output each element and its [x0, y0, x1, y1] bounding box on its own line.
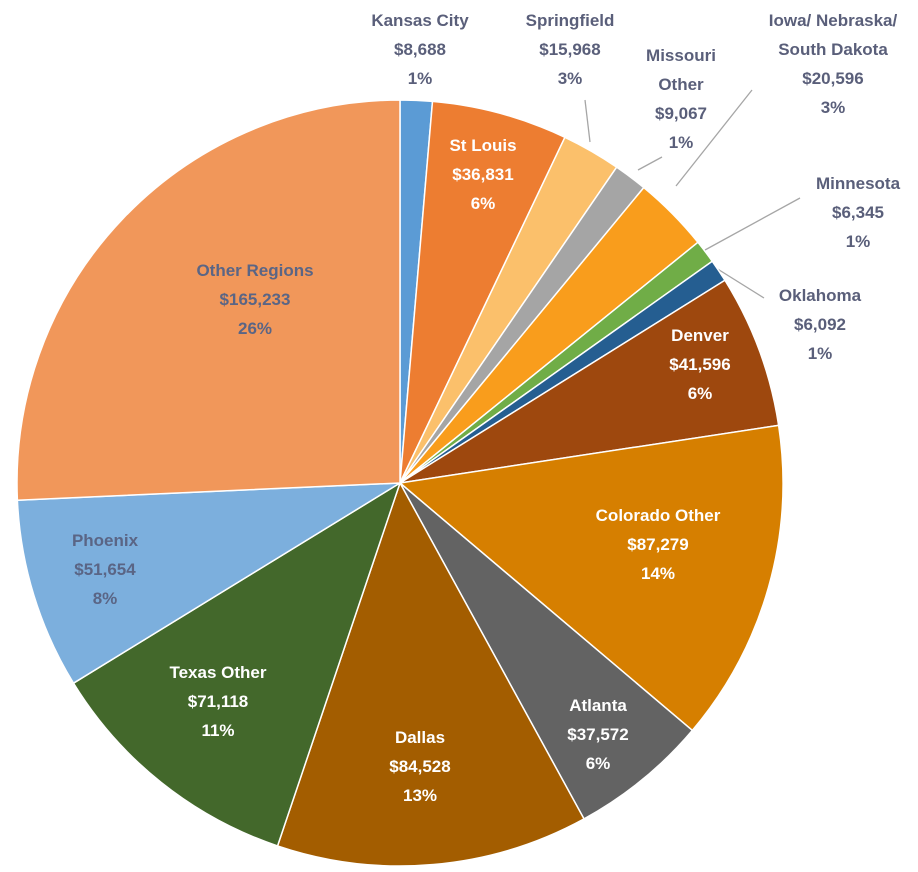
percent-label: 3% [557, 69, 583, 88]
value-label: $84,528 [389, 757, 451, 776]
value-label: $6,345 [832, 203, 884, 222]
category-label: Springfield [525, 11, 615, 30]
value-label: $20,596 [802, 69, 864, 88]
category-label: Colorado Other [595, 506, 721, 525]
category-label: Texas Other [169, 663, 267, 682]
percent-label: 6% [687, 384, 713, 403]
value-label: $6,092 [794, 315, 846, 334]
category-label: St Louis [449, 136, 517, 155]
slice-label: Denver $41,596 6% [640, 321, 760, 408]
pie-slice [276, 481, 586, 867]
percent-label: 3% [820, 98, 846, 117]
leader-line [584, 99, 591, 143]
value-label: $37,572 [567, 725, 629, 744]
percent-label: 6% [470, 194, 496, 213]
leader-line [704, 197, 801, 251]
leader-lines [584, 89, 801, 299]
value-label: $8,688 [394, 40, 446, 59]
category-label: Atlanta [569, 696, 627, 715]
value-label: $15,968 [539, 40, 601, 59]
category-label: Dallas [394, 728, 446, 747]
slice-label: Texas Other $71,118 11% [143, 658, 293, 745]
slice-label: Kansas City $8,688 1% [350, 6, 490, 93]
value-label: $165,233 [219, 290, 291, 309]
slice-label: Oklahoma $6,092 1% [760, 281, 880, 368]
category-label: Kansas City [371, 11, 469, 30]
pie-slice [16, 482, 401, 685]
slice-label: Phoenix $51,654 8% [45, 526, 165, 613]
slice-label: Iowa/ Nebraska/ South Dakota $20,596 3% [753, 6, 913, 122]
slice-label: Minnesota $6,345 1% [798, 169, 918, 256]
value-label: $71,118 [187, 692, 249, 711]
slice-label: Atlanta $37,572 6% [538, 691, 658, 778]
slice-label: St Louis $36,831 6% [423, 131, 543, 218]
slice-label: Colorado Other $87,279 14% [563, 501, 753, 588]
slice-label: Springfield $15,968 3% [500, 6, 640, 93]
percent-label: 1% [845, 232, 871, 251]
percent-label: 6% [585, 754, 611, 773]
percent-label: 1% [407, 69, 433, 88]
pie-slice [72, 481, 402, 847]
value-label: $36,831 [452, 165, 514, 184]
category-label: Other Regions [196, 261, 314, 280]
category-label: Oklahoma [778, 286, 862, 305]
slice-label: Dallas $84,528 13% [360, 723, 480, 810]
category-label: Phoenix [71, 531, 139, 550]
slice-label: Missouri Other $9,067 1% [641, 41, 721, 157]
value-label: $41,596 [669, 355, 731, 374]
leader-line [715, 267, 765, 299]
leader-line [637, 156, 663, 171]
category-label: Denver [671, 326, 729, 345]
pie-slice [16, 99, 401, 501]
percent-label: 1% [807, 344, 833, 363]
category-label: Minnesota [815, 174, 901, 193]
category-label: Iowa/ Nebraska/ South Dakota [768, 11, 898, 59]
slice-label: Other Regions $165,233 26% [165, 256, 345, 343]
pie-slice [399, 482, 694, 820]
percent-label: 8% [92, 589, 118, 608]
value-label: $9,067 [655, 104, 707, 123]
percent-label: 1% [668, 133, 694, 152]
category-label: Missouri Other [646, 46, 716, 94]
percent-label: 11% [201, 721, 235, 740]
percent-label: 13% [402, 786, 438, 805]
leader-line [675, 89, 753, 187]
value-label: $87,279 [627, 535, 689, 554]
percent-label: 26% [237, 319, 273, 338]
pie-slice [399, 279, 780, 484]
pie-slice [399, 100, 566, 484]
value-label: $51,654 [74, 560, 136, 579]
percent-label: 14% [640, 564, 676, 583]
pie-slice [398, 424, 784, 732]
